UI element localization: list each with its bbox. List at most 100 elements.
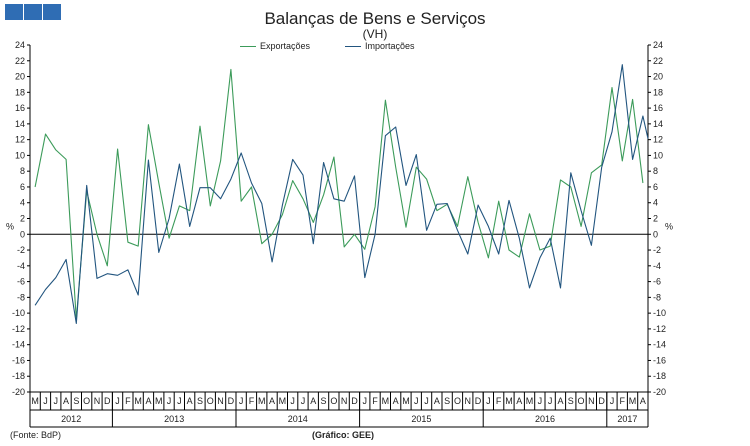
month-label: A — [393, 396, 399, 406]
y-tick-label-left: 8 — [20, 166, 25, 176]
logo-square-1 — [5, 4, 23, 20]
y-tick-label-right: -2 — [653, 245, 661, 255]
month-label: M — [382, 396, 390, 406]
y-tick-label-right: 10 — [653, 150, 663, 160]
y-tick-label-right: 8 — [653, 166, 658, 176]
series-line-exports — [34, 68, 644, 320]
y-tick-label-right: -12 — [653, 324, 666, 334]
y-tick-label-right: 4 — [653, 198, 658, 208]
month-label: J — [290, 396, 295, 406]
month-label: J — [610, 396, 615, 406]
month-label: J — [43, 396, 48, 406]
month-label: D — [104, 396, 111, 406]
month-label: S — [568, 396, 574, 406]
month-label: F — [372, 396, 378, 406]
y-tick-label-left: 18 — [15, 87, 25, 97]
month-label: M — [279, 396, 287, 406]
month-label: J — [424, 396, 429, 406]
logo-square-3 — [43, 4, 61, 20]
month-label: N — [217, 396, 224, 406]
y-tick-label-left: 24 — [15, 40, 25, 50]
y-tick-label-right: 24 — [653, 40, 663, 50]
month-label: O — [454, 396, 461, 406]
month-label: D — [351, 396, 358, 406]
y-tick-label-right: 18 — [653, 87, 663, 97]
month-label: J — [538, 396, 543, 406]
y-tick-label-left: 10 — [15, 150, 25, 160]
y-tick-label-left: -20 — [12, 387, 25, 397]
month-label: J — [239, 396, 244, 406]
month-label: N — [588, 396, 595, 406]
y-tick-label-right: -4 — [653, 261, 661, 271]
y-tick-label-left: 4 — [20, 198, 25, 208]
month-label: M — [526, 396, 534, 406]
month-label: M — [31, 396, 39, 406]
y-tick-label-left: 14 — [15, 119, 25, 129]
y-tick-label-left: 20 — [15, 72, 25, 82]
y-tick-label-right: 22 — [653, 56, 663, 66]
month-label: A — [434, 396, 440, 406]
month-label: J — [414, 396, 419, 406]
y-tick-label-left: -8 — [17, 292, 25, 302]
y-tick-label-left: 22 — [15, 56, 25, 66]
y-tick-label-right: 0 — [653, 229, 658, 239]
month-label: M — [134, 396, 142, 406]
chart-subtitle: (VH) — [362, 27, 388, 41]
y-tick-label-left: 0 — [20, 229, 25, 239]
month-label: J — [301, 396, 306, 406]
y-tick-label-left: -18 — [12, 371, 25, 381]
month-label: A — [269, 396, 275, 406]
legend-line-exports — [240, 45, 256, 47]
y-tick-label-right: 20 — [653, 72, 663, 82]
y-tick-label-right: 12 — [653, 135, 663, 145]
month-label: D — [598, 396, 605, 406]
legend-label-imports: Importações — [365, 41, 415, 51]
month-label: O — [83, 396, 90, 406]
y-tick-label-left: -12 — [12, 324, 25, 334]
y-tick-label-left: 6 — [20, 182, 25, 192]
month-label: N — [465, 396, 472, 406]
legend-item-imports: Importações — [345, 41, 415, 51]
month-label: J — [115, 396, 120, 406]
month-label: S — [73, 396, 79, 406]
month-label: A — [145, 396, 151, 406]
y-tick-label-left: 16 — [15, 103, 25, 113]
month-label: S — [321, 396, 327, 406]
month-label: F — [249, 396, 255, 406]
y-unit-left: % — [6, 221, 14, 231]
month-label: F — [125, 396, 131, 406]
month-label: M — [258, 396, 266, 406]
y-tick-label-right: 2 — [653, 214, 658, 224]
y-tick-label-left: 12 — [15, 135, 25, 145]
series-line-imports — [34, 64, 649, 324]
credit-note: (Gráfico: GEE) — [312, 430, 375, 440]
month-label: J — [548, 396, 553, 406]
month-label: D — [228, 396, 235, 406]
y-tick-label-right: -20 — [653, 387, 666, 397]
month-label: M — [629, 396, 637, 406]
month-label: J — [177, 396, 182, 406]
y-tick-label-left: 2 — [20, 214, 25, 224]
month-label: A — [63, 396, 69, 406]
month-label: A — [640, 396, 646, 406]
month-label: N — [341, 396, 348, 406]
month-label: M — [402, 396, 410, 406]
logo-square-2 — [24, 4, 42, 20]
month-label: O — [578, 396, 585, 406]
month-label: N — [94, 396, 101, 406]
y-tick-label-right: -8 — [653, 292, 661, 302]
year-label: 2016 — [535, 414, 555, 424]
month-label: M — [155, 396, 163, 406]
y-tick-label-left: -6 — [17, 277, 25, 287]
y-tick-label-left: -4 — [17, 261, 25, 271]
legend-item-exports: Exportações — [240, 41, 310, 51]
year-label: 2012 — [61, 414, 81, 424]
y-tick-label-right: -10 — [653, 308, 666, 318]
month-label: S — [444, 396, 450, 406]
y-tick-label-left: -2 — [17, 245, 25, 255]
y-tick-label-right: -6 — [653, 277, 661, 287]
month-label: O — [207, 396, 214, 406]
month-label: F — [620, 396, 626, 406]
